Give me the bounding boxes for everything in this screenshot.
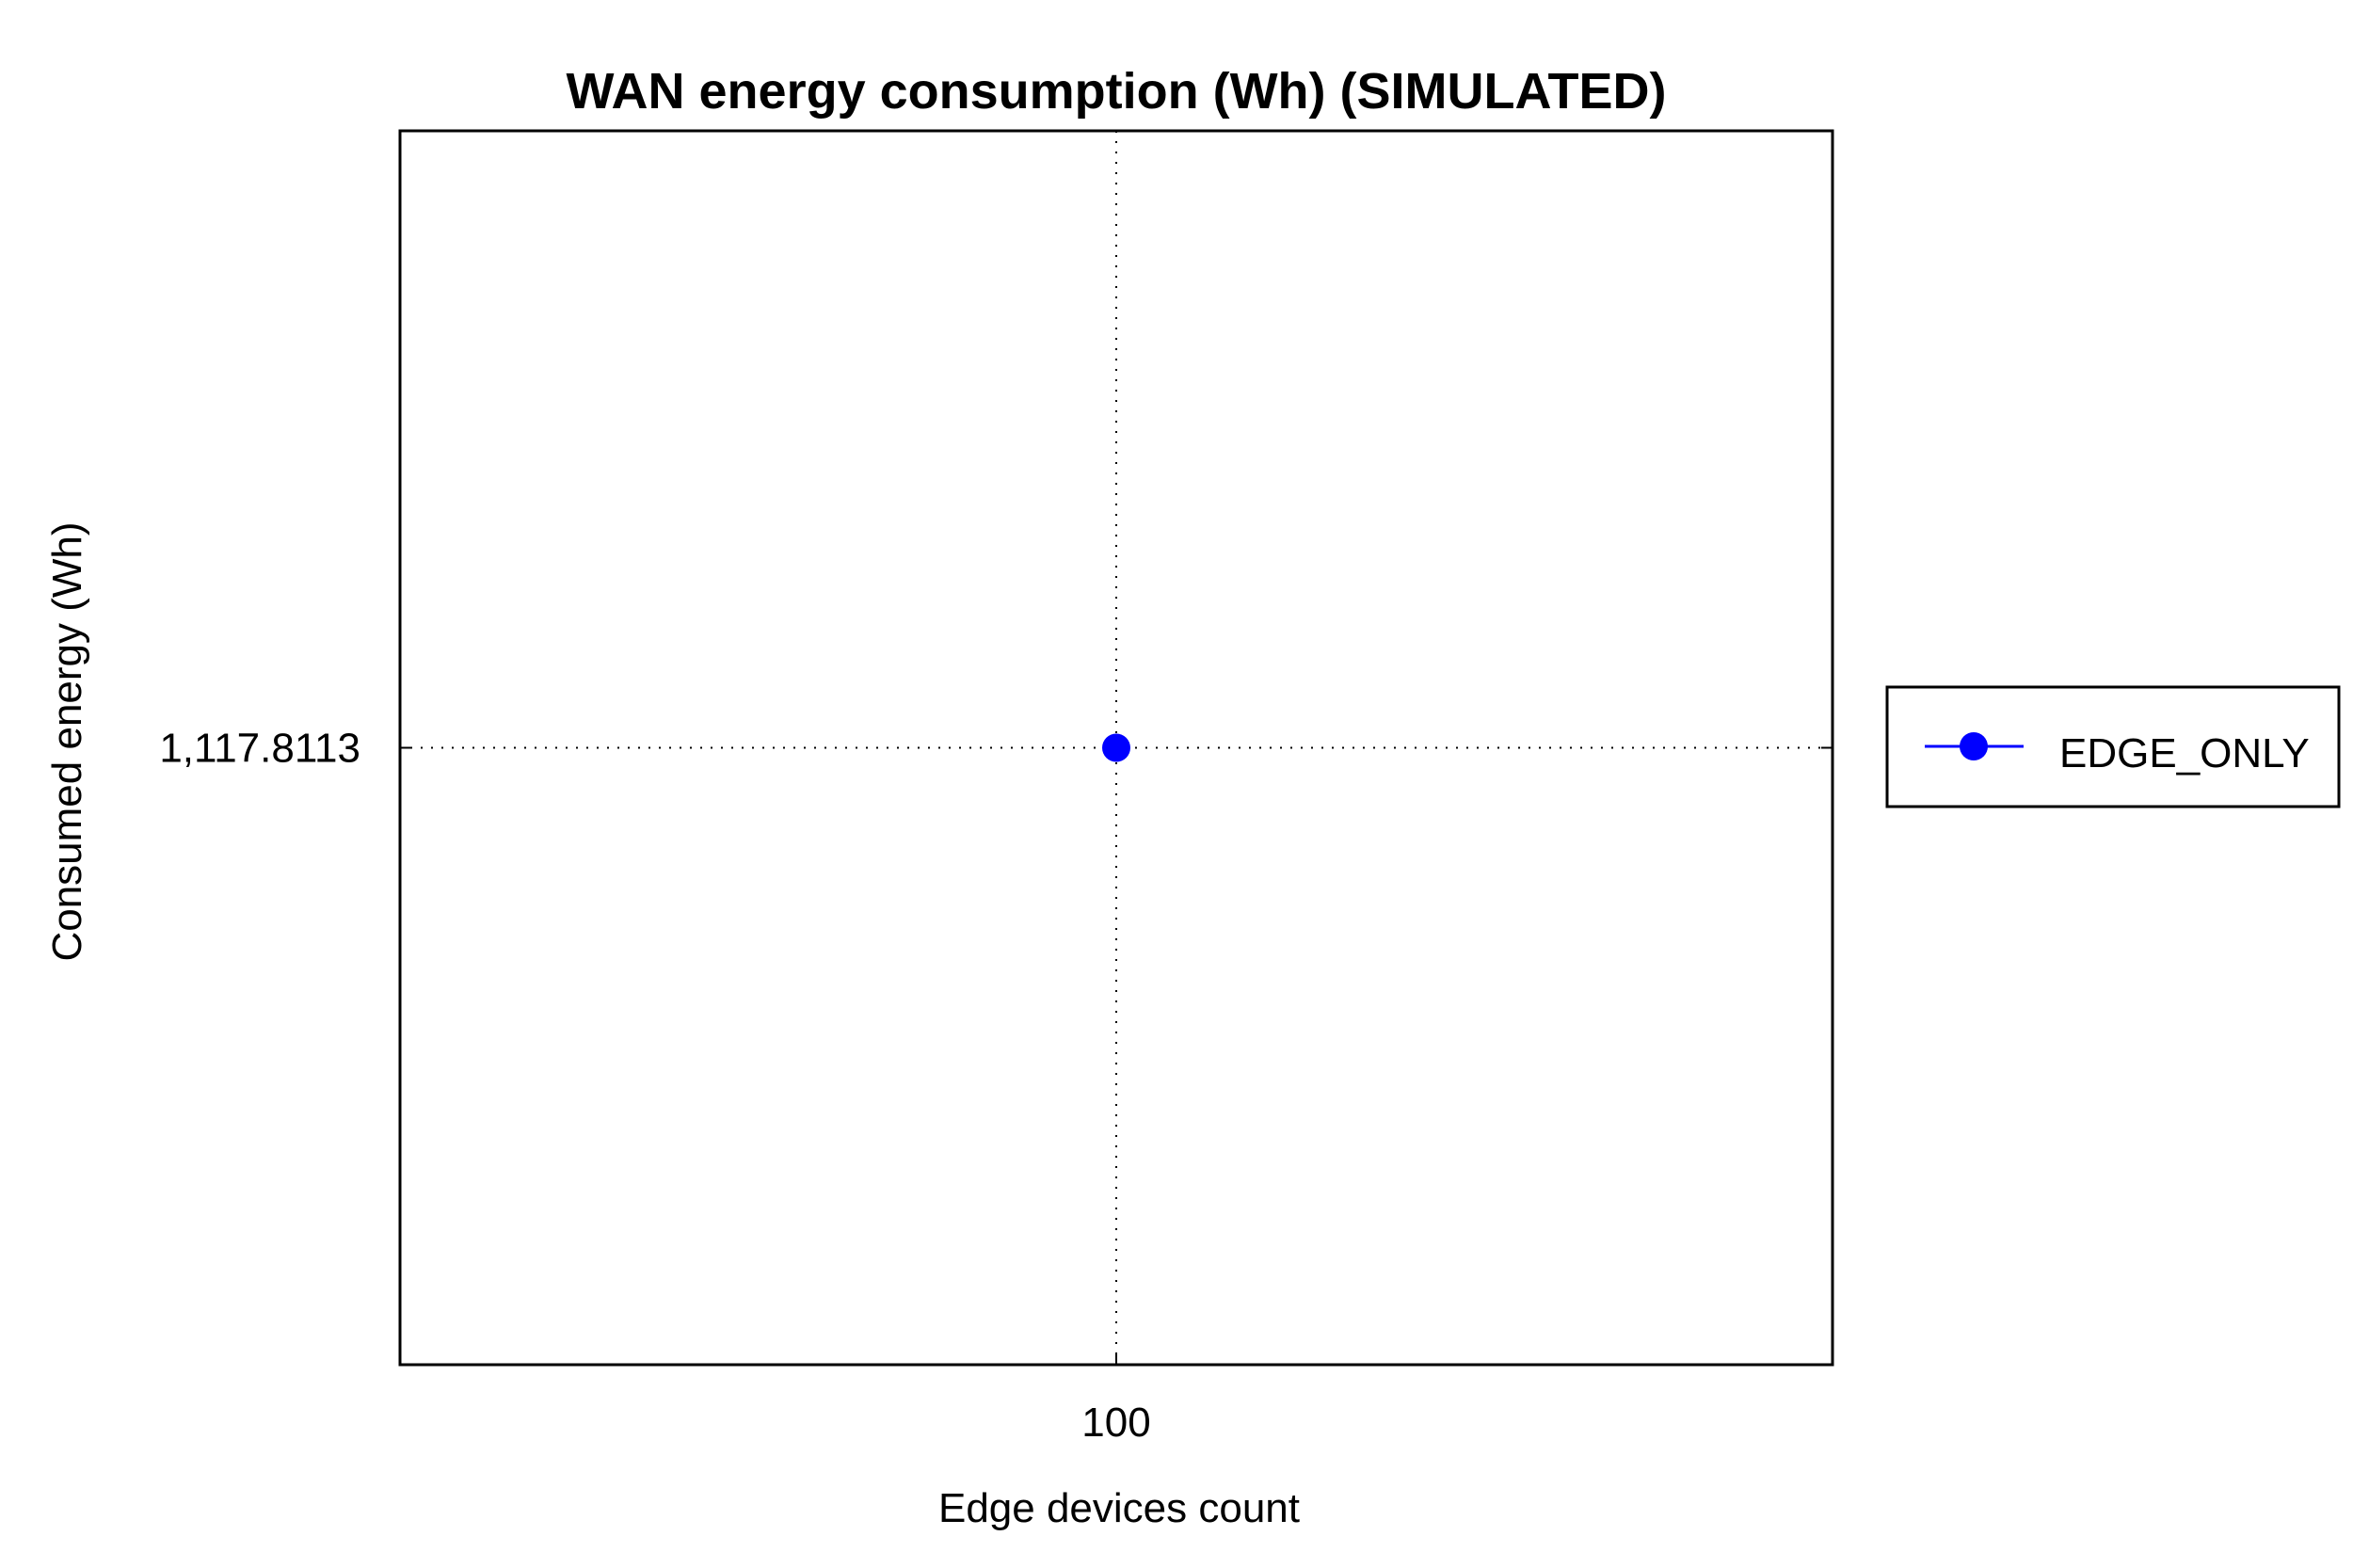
y-axis-label: Consumed energy (Wh) (44, 521, 90, 961)
chart-title: WAN energy consumption (Wh) (SIMULATED) (567, 63, 1667, 120)
x-tick-label: 100 (1081, 1400, 1150, 1446)
legend: EDGE_ONLY (1885, 685, 2341, 808)
legend-marker-edge-only (1960, 732, 1988, 760)
y-tick-label: 1,117.8113 (159, 726, 360, 772)
legend-label-edge-only: EDGE_ONLY (2059, 730, 2310, 776)
data-point (1102, 733, 1130, 762)
plot-area: 100 1,117.8113 (159, 129, 1834, 1446)
x-axis-label: Edge devices count (938, 1485, 1300, 1531)
ticks: 100 1,117.8113 (159, 726, 1833, 1446)
series-layer (1102, 733, 1130, 762)
